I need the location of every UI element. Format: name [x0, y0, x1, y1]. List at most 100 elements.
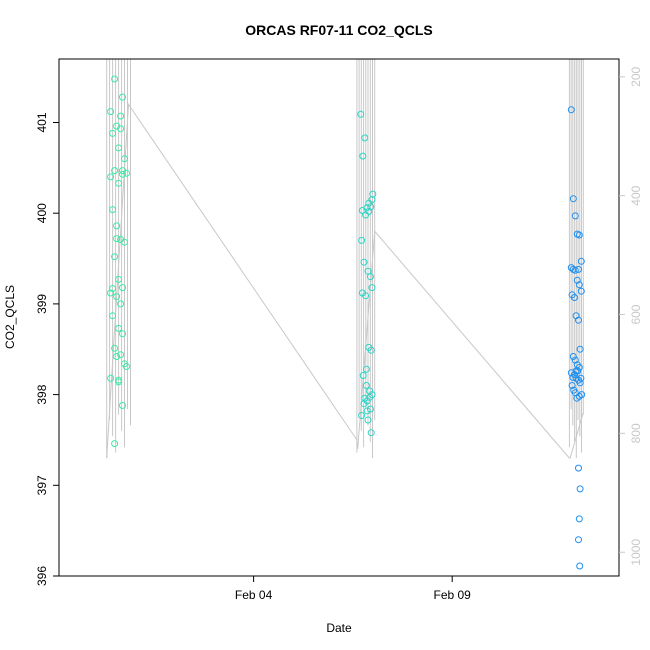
data-point: [363, 407, 371, 415]
data-point: [111, 253, 119, 261]
data-point: [117, 112, 125, 120]
data-point: [109, 312, 117, 320]
data-point: [577, 257, 585, 265]
data-point: [368, 196, 376, 204]
data-point: [119, 330, 126, 338]
data-point: [359, 372, 367, 379]
data-point: [121, 238, 128, 246]
data-point: [361, 134, 369, 142]
data-point: [119, 93, 126, 101]
y-tick-label: 401: [35, 112, 49, 132]
right-tick-label: 1000: [629, 539, 643, 566]
data-point: [113, 293, 121, 301]
data-point: [115, 275, 123, 283]
data-point: [123, 363, 130, 370]
data-point: [569, 373, 577, 381]
data-point: [575, 281, 583, 289]
right-tick-label: 800: [629, 423, 643, 443]
data-point: [113, 235, 121, 243]
data-point: [119, 167, 126, 175]
data-point: [360, 258, 368, 266]
y-tick-label: 399: [35, 294, 49, 314]
data-point: [107, 173, 115, 181]
data-point: [576, 562, 584, 570]
data-point: [119, 170, 126, 178]
x-tick-label: Feb 04: [235, 588, 273, 602]
data-point: [575, 536, 582, 544]
data-point: [119, 284, 126, 292]
data-point: [109, 285, 117, 292]
data-point: [113, 353, 121, 360]
data-point: [107, 108, 115, 116]
data-point: [576, 345, 584, 353]
data-point: [575, 464, 582, 472]
data-point: [366, 393, 374, 401]
data-point: [362, 365, 370, 373]
data-point: [360, 400, 368, 408]
data-point: [578, 391, 586, 399]
data-point: [569, 195, 577, 203]
data-point: [571, 212, 579, 220]
data-point: [571, 294, 578, 301]
data-point: [368, 284, 376, 292]
data-point: [113, 222, 121, 230]
data-point: [107, 289, 115, 297]
data-point: [119, 402, 126, 409]
data-point: [111, 167, 119, 175]
data-point: [567, 106, 575, 114]
data-point: [573, 276, 581, 284]
data-point: [576, 379, 584, 387]
data-point: [115, 324, 123, 332]
data-point: [577, 287, 585, 295]
data-point: [571, 356, 579, 364]
y-tick-label: 398: [35, 384, 49, 404]
data-point: [569, 353, 577, 360]
data-point: [121, 155, 128, 163]
data-point: [115, 376, 123, 384]
data-point: [358, 207, 366, 214]
chart-title: ORCAS RF07-11 CO2_QCLS: [245, 22, 433, 38]
data-point: [362, 382, 370, 389]
data-point: [111, 75, 119, 83]
data-point: [109, 206, 117, 214]
data-point: [117, 125, 125, 133]
data-point: [117, 351, 125, 359]
x-axis: Feb 04 Feb 09: [235, 576, 471, 602]
data-point: [575, 316, 582, 324]
data-point: [568, 382, 576, 389]
data-point: [111, 344, 119, 352]
data-point: [577, 374, 585, 382]
data-point: [367, 203, 375, 211]
right-tick-label: 600: [629, 304, 643, 324]
data-point: [358, 412, 366, 419]
data-point: [107, 374, 115, 382]
data-point: [574, 367, 582, 375]
data-points: [107, 75, 586, 570]
data-point: [362, 292, 370, 300]
data-point: [576, 485, 584, 493]
x-axis-label: Date: [326, 621, 352, 635]
y-tick-label: 400: [35, 203, 49, 223]
data-point: [575, 265, 582, 273]
right-tick-label: 400: [629, 185, 643, 205]
data-point: [359, 152, 367, 160]
y-axis: 396 397 398 399 400 401: [35, 112, 59, 586]
data-point: [358, 236, 366, 244]
data-point: [362, 211, 370, 219]
right-axis: 200 400 600 800 1000: [619, 66, 643, 566]
data-point: [575, 231, 583, 239]
data-point: [109, 129, 117, 137]
data-point: [115, 144, 123, 152]
data-point: [367, 346, 375, 354]
y-tick-label: 396: [35, 566, 49, 586]
data-point: [571, 266, 579, 274]
data-point: [111, 440, 119, 448]
data-point: [366, 273, 374, 281]
y-tick-label: 397: [35, 475, 49, 495]
data-point: [575, 515, 583, 523]
y-axis-label: CO2_QCLS: [3, 285, 17, 349]
data-point: [117, 300, 125, 308]
data-point: [357, 110, 365, 118]
